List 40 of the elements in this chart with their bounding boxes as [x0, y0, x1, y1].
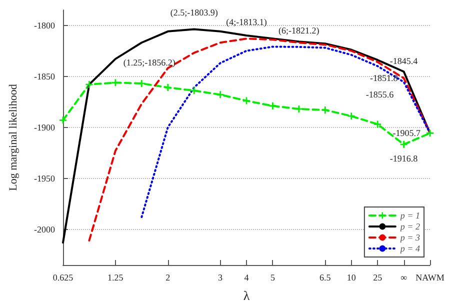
x-tick-label: 5 — [270, 272, 276, 282]
x-tick-label: 1.25 — [108, 272, 124, 282]
x-tick-label: 3 — [218, 272, 224, 282]
x-tick-label: 25 — [373, 272, 383, 282]
point — [348, 112, 355, 120]
data-label: -1905.7 — [392, 128, 421, 138]
data-label: (6;-1821.2) — [278, 25, 320, 36]
legend-label: p = 1 — [399, 210, 420, 220]
legend-label: p = 3 — [399, 232, 420, 242]
x-tick-label: 0.625 — [52, 272, 74, 282]
y-tick-label: -1850 — [34, 71, 56, 82]
x-tick-label: 10 — [346, 272, 356, 282]
legend-label: p = 4 — [399, 244, 420, 254]
x-tick-label: 2 — [166, 272, 170, 282]
legend-label: p = 2 — [399, 222, 420, 232]
y-tick-label: -1950 — [34, 173, 56, 184]
point — [216, 91, 224, 98]
point — [400, 140, 408, 148]
y-tick-label: -2000 — [34, 224, 56, 234]
point — [295, 105, 302, 112]
point — [112, 79, 119, 86]
point — [190, 87, 198, 94]
x-tick-label: NAWM — [416, 272, 444, 282]
data-label: -1845.4 — [390, 56, 418, 66]
data-label: -1851.8 — [370, 73, 398, 84]
data-label: (2.5;-1803.9) — [170, 8, 218, 18]
point — [374, 120, 382, 128]
y-tick-label: -1900 — [34, 122, 56, 132]
point — [138, 80, 146, 87]
data-label: -1855.6 — [366, 90, 394, 100]
y-tick-label: -1800 — [34, 20, 56, 30]
data-label: (1.25;-1856.2) — [123, 58, 176, 68]
x-tick-label: 4 — [244, 272, 250, 282]
point — [269, 102, 276, 110]
data-label: (4;-1813.1) — [226, 17, 267, 28]
x-tick-label: 6.5 — [320, 272, 332, 282]
y-axis-title: Log marginal likelihood — [8, 84, 20, 191]
x-tick-label: ∞ — [400, 272, 408, 282]
x-axis-title: λ — [243, 288, 250, 303]
data-label: -1916.8 — [390, 153, 418, 164]
